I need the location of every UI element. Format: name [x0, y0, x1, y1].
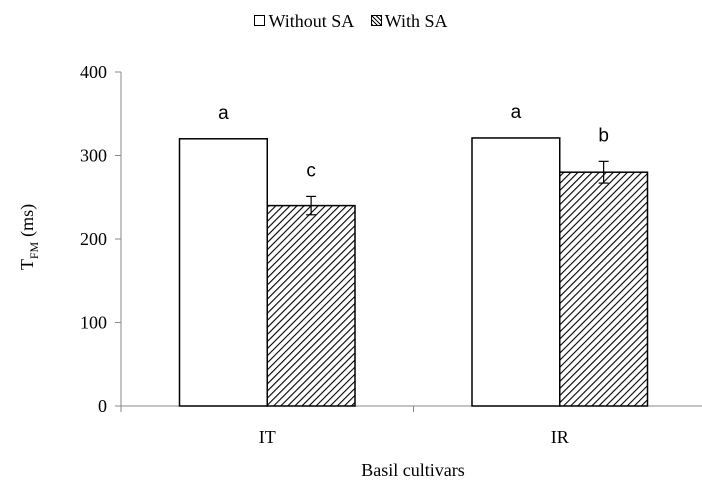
legend-swatch-without-sa: [254, 15, 266, 26]
y-tick-label: 0: [98, 396, 107, 416]
significance-letter: a: [218, 103, 229, 124]
y-tick-label: 300: [80, 146, 107, 166]
x-tick-label: IR: [551, 427, 569, 447]
x-axis-title: Basil cultivars: [361, 460, 464, 480]
y-axis-title-main: T: [17, 259, 37, 270]
legend-swatch-with-sa: [370, 15, 382, 26]
y-axis-title: TFM (ms): [17, 204, 41, 270]
bar-with-sa-it: [266, 204, 356, 407]
x-tick-label: IT: [259, 427, 276, 447]
y-axis-title-unit: (ms): [17, 204, 38, 237]
significance-letters: a c a b: [218, 102, 609, 181]
y-tick-label: 400: [80, 62, 107, 82]
bars: [178, 137, 649, 407]
x-axis: IT IR: [120, 405, 702, 447]
y-tick-label: 100: [80, 313, 107, 333]
legend-item-with-sa: With SA: [370, 10, 448, 31]
y-axis-title-sub: FM: [27, 241, 41, 259]
significance-letter: a: [511, 102, 522, 123]
legend-label-with-sa: With SA: [384, 10, 448, 31]
bar-without-sa-ir: [471, 137, 561, 407]
legend: Without SA With SA: [0, 10, 702, 31]
significance-letter: c: [306, 160, 316, 181]
bar-without-sa-it: [178, 138, 268, 407]
legend-label-without-sa: Without SA: [268, 10, 355, 31]
legend-item-without-sa: Without SA: [254, 11, 354, 31]
y-tick-label: 200: [80, 229, 107, 249]
y-axis: 0 100 200 300 400: [80, 62, 122, 416]
bar-with-sa-ir: [559, 171, 649, 407]
significance-letter: b: [598, 125, 609, 146]
